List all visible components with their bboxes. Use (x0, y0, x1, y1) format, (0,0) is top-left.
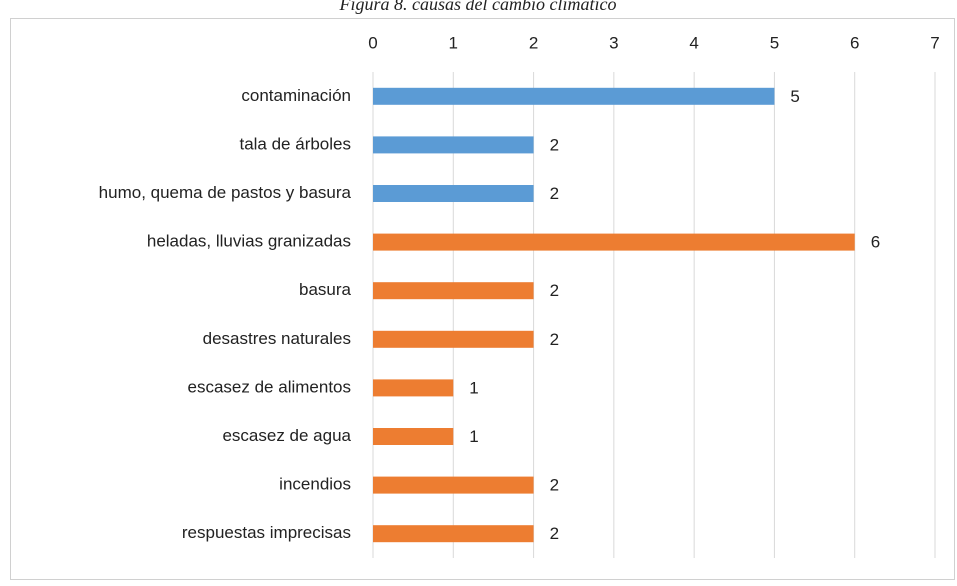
x-tick-label: 2 (529, 33, 538, 52)
y-tick-label: contaminación (241, 86, 351, 105)
chart-title: Figura 8. causas del cambio climático (339, 0, 617, 14)
bar (373, 476, 534, 494)
x-tick-label: 4 (689, 33, 698, 52)
bar (373, 282, 534, 300)
x-tick-label: 3 (609, 33, 618, 52)
x-tick-label: 0 (368, 33, 377, 52)
y-tick-label: basura (299, 280, 352, 299)
bar (373, 428, 454, 445)
data-label: 2 (550, 476, 559, 495)
bar (373, 136, 534, 154)
x-tick-label: 6 (850, 33, 859, 52)
y-tick-label: heladas, lluvias granizadas (147, 232, 351, 251)
bar (373, 379, 454, 397)
data-label: 5 (790, 87, 799, 106)
y-tick-label: respuestas imprecisas (182, 523, 351, 542)
data-label: 2 (550, 184, 559, 203)
data-label: 2 (550, 330, 559, 349)
y-tick-label: escasez de alimentos (188, 377, 351, 396)
bar (373, 330, 534, 348)
bar (373, 87, 775, 105)
data-label: 2 (550, 524, 559, 543)
bar (373, 233, 855, 251)
y-tick-label: humo, quema de pastos y basura (99, 183, 352, 202)
data-label: 1 (469, 427, 478, 446)
x-tick-label: 1 (449, 33, 458, 52)
x-tick-label: 7 (930, 33, 939, 52)
y-tick-label: escasez de agua (222, 426, 351, 445)
x-tick-label: 5 (770, 33, 779, 52)
bar (373, 525, 534, 543)
y-tick-label: incendios (279, 475, 351, 494)
data-label: 2 (550, 135, 559, 154)
data-label: 1 (469, 378, 478, 397)
bar (373, 185, 534, 202)
data-label: 2 (550, 281, 559, 300)
data-label: 6 (871, 233, 880, 252)
y-tick-label: tala de árboles (239, 134, 351, 153)
y-tick-label: desastres naturales (203, 329, 351, 348)
